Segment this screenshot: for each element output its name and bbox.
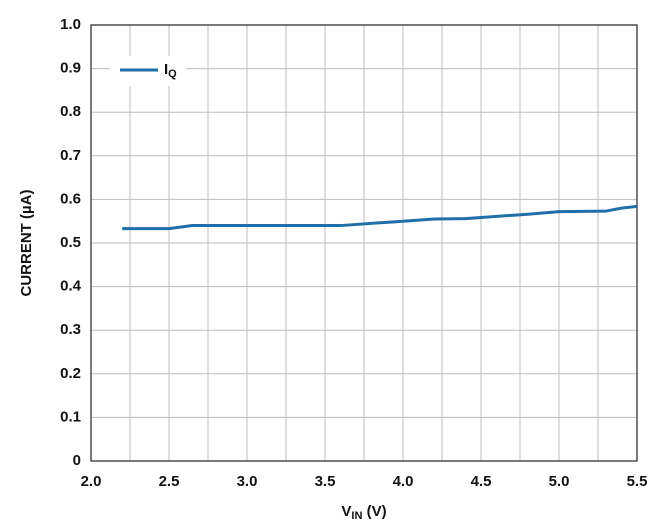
y-tick-label: 0.3 bbox=[60, 321, 81, 338]
x-tick-label: 5.5 bbox=[627, 473, 648, 490]
legend-label: IQ bbox=[164, 61, 177, 80]
y-tick-label: 0.2 bbox=[60, 365, 81, 382]
x-label-rest: (V) bbox=[362, 503, 386, 520]
x-label-main: V bbox=[341, 503, 351, 520]
x-tick-label: 3.0 bbox=[237, 473, 258, 490]
x-tick-label: 4.0 bbox=[393, 473, 414, 490]
y-tick-label: 0.4 bbox=[60, 278, 82, 295]
y-tick-label: 1.0 bbox=[60, 16, 81, 33]
y-axis-label: CURRENT (µA) bbox=[18, 190, 35, 297]
y-tick-label: 0.5 bbox=[60, 234, 81, 251]
series-line bbox=[122, 204, 638, 231]
y-tick-label: 0.7 bbox=[60, 147, 81, 164]
x-label-sub: IN bbox=[351, 510, 362, 522]
x-tick-label: 2.5 bbox=[159, 473, 180, 490]
x-tick-label: 4.5 bbox=[471, 473, 492, 490]
y-tick-label: 0.6 bbox=[60, 190, 81, 207]
x-axis-label: VIN (V) bbox=[341, 503, 386, 522]
x-tick-label: 2.0 bbox=[81, 473, 102, 490]
legend-name-sub: Q bbox=[168, 68, 177, 80]
y-tick-label: 0.9 bbox=[60, 60, 81, 77]
plot-frame bbox=[90, 24, 638, 462]
y-tick-label: 0.1 bbox=[60, 408, 81, 425]
y-tick-label: 0 bbox=[73, 452, 81, 469]
y-tick-label: 0.8 bbox=[60, 103, 81, 120]
x-tick-label: 3.5 bbox=[315, 473, 336, 490]
legend-name: I bbox=[164, 61, 168, 78]
x-tick-label: 5.0 bbox=[549, 473, 570, 490]
